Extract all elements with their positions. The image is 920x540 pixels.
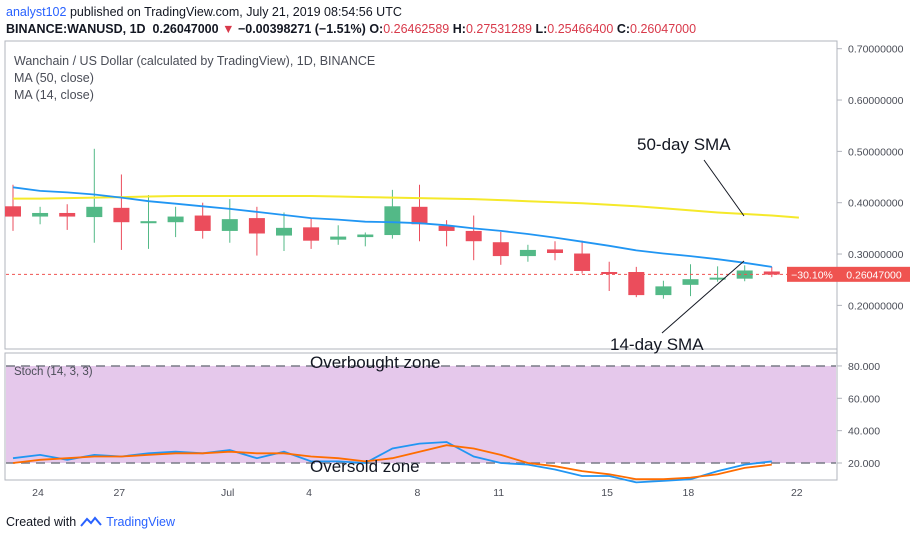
sma14-annotation: 14-day SMA: [610, 335, 704, 354]
price-tick-label: 0.60000000: [848, 95, 904, 107]
stoch-k-line: [12, 441, 772, 484]
created-with: Created with: [6, 515, 77, 529]
candle-up: [32, 212, 49, 217]
author-link[interactable]: analyst102: [6, 5, 67, 19]
candle-up: [384, 206, 401, 236]
open-value: 0.26462589: [383, 22, 450, 36]
sma50-pointer: [703, 159, 745, 217]
low-value: 0.25466400: [547, 22, 614, 36]
stoch-band: [6, 365, 836, 464]
candle-down: [5, 206, 21, 217]
stoch-legend: Stoch (14, 3, 3): [14, 366, 93, 378]
candle-up: [655, 286, 672, 296]
time-tick-label: 24: [32, 487, 44, 499]
ma14-line: [12, 186, 772, 268]
price-badge: [838, 266, 910, 282]
stoch-tick-label: 80.000: [848, 361, 880, 373]
candle-down: [465, 230, 482, 242]
high-label: H:: [452, 22, 466, 36]
candle-down: [547, 249, 563, 254]
time-tick-label: 22: [791, 487, 803, 499]
chart-title: Wanchain / US Dollar (calculated by Trad…: [14, 54, 375, 68]
candle-up: [682, 279, 699, 285]
candle-down: [59, 212, 76, 217]
tradingview-link[interactable]: TradingView: [106, 515, 175, 529]
down-arrow-icon: ▼: [222, 22, 235, 36]
candle-up: [357, 234, 374, 238]
candle-up: [709, 277, 726, 280]
publish-info: published on TradingView.com, July 21, 2…: [69, 5, 402, 19]
stoch-tick-label: 20.000: [848, 458, 880, 470]
pct-badge: [787, 266, 838, 282]
close-label: C:: [616, 22, 631, 36]
pct-badge-text: −30.10%: [791, 269, 833, 281]
candle-down: [411, 206, 428, 225]
time-tick-label: 27: [113, 487, 125, 499]
candle-down: [628, 272, 645, 296]
candle-down: [303, 227, 320, 241]
candle-up: [330, 236, 347, 240]
candle-up: [276, 227, 292, 236]
candle-down: [492, 242, 509, 257]
candle-down: [574, 253, 591, 271]
sma14-pointer: [661, 260, 745, 334]
time-tick-label: 8: [414, 487, 420, 499]
close-value: 0.26047000: [630, 22, 697, 36]
price-tick-label: 0.70000000: [848, 44, 904, 56]
time-tick-label: 15: [601, 487, 613, 499]
price-tick-label: 0.20000000: [848, 300, 904, 312]
ma50-legend: MA (50, close): [14, 71, 94, 85]
sma50-annotation: 50-day SMA: [637, 135, 731, 154]
price-badge-text: 0.26047000: [846, 269, 902, 281]
time-tick-label: 11: [493, 487, 504, 499]
stoch-tick-label: 60.000: [848, 393, 880, 405]
price-tick-label: 0.40000000: [848, 198, 904, 210]
ma14-legend: MA (14, close): [14, 88, 94, 102]
footer: Created with TradingView: [6, 515, 175, 529]
ma50-line: [13, 195, 799, 219]
high-value: 0.27531289: [465, 22, 532, 36]
candle-up: [86, 206, 103, 218]
stoch-d-line: [12, 444, 772, 481]
last-value: 0.26047000: [152, 22, 219, 36]
price-pane[interactable]: [4, 40, 838, 350]
candle-down: [248, 218, 265, 234]
candle-up: [140, 221, 157, 224]
oversold-annotation: Oversold zone: [310, 457, 420, 476]
candle-down: [194, 215, 211, 231]
candle-up: [519, 249, 536, 257]
candle-up: [221, 219, 238, 231]
symbol: BINANCE:WANUSD, 1D: [6, 22, 146, 36]
time-tick-label: 4: [306, 487, 312, 499]
change-value: −0.00398271 (−1.51%): [237, 22, 366, 36]
candle-up: [167, 216, 184, 223]
open-label: O:: [369, 22, 384, 36]
candle-down: [438, 225, 455, 231]
low-label: L:: [535, 22, 548, 36]
ohlc-line: BINANCE:WANUSD, 1D 0.26047000 ▼ −0.00398…: [6, 22, 696, 36]
time-tick-label: 18: [683, 487, 695, 499]
tradingview-logo-icon: [80, 516, 102, 527]
time-tick-label: Jul: [221, 487, 234, 499]
price-tick-label: 0.30000000: [848, 249, 904, 261]
stoch-tick-label: 40.000: [848, 426, 880, 438]
overbought-annotation: Overbought zone: [310, 353, 440, 372]
candle-down: [601, 272, 618, 274]
candle-down: [113, 207, 130, 223]
publish-line: analyst102 published on TradingView.com,…: [6, 5, 402, 19]
price-tick-label: 0.50000000: [848, 146, 904, 158]
candle-down: [763, 271, 780, 275]
